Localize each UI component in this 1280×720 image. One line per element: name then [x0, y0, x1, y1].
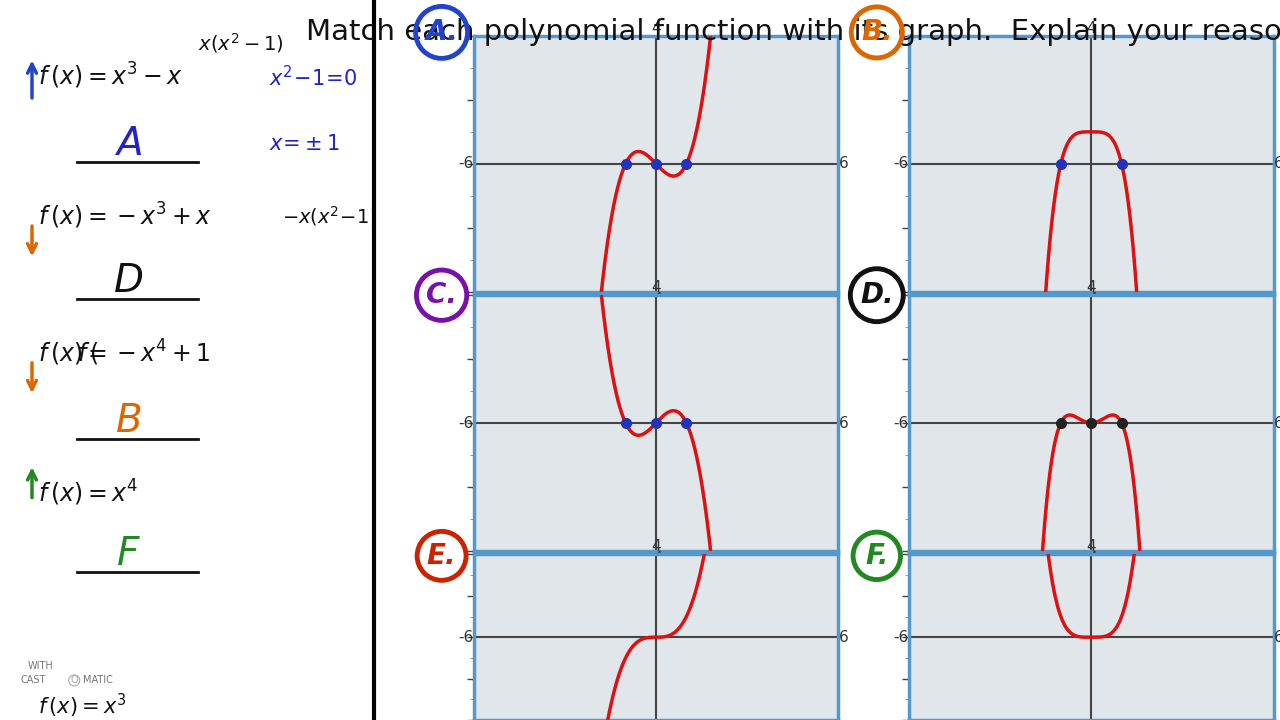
Text: 4: 4	[652, 21, 660, 36]
Text: E.: E.	[426, 542, 457, 570]
Text: -6: -6	[458, 630, 474, 644]
Text: $F$: $F$	[115, 536, 141, 573]
Text: $f\,($: $f\,($	[77, 340, 99, 366]
Text: 4: 4	[652, 539, 660, 554]
Text: MATIC: MATIC	[83, 675, 113, 685]
Text: Match each polynomial function with its graph.  Explain your reasoning: Match each polynomial function with its …	[306, 18, 1280, 46]
Text: $f\,(x) = -x^4 + 1$: $f\,(x) = -x^4 + 1$	[38, 338, 211, 368]
Text: -6: -6	[893, 630, 909, 644]
Text: $f\,(x) = x^3 - x$: $f\,(x) = x^3 - x$	[38, 60, 183, 91]
Text: $B$: $B$	[115, 402, 141, 440]
Text: $f\,(x) = -x^3 + x$: $f\,(x) = -x^3 + x$	[38, 201, 212, 231]
Text: -6: -6	[458, 415, 474, 431]
Text: 6: 6	[838, 156, 849, 171]
Text: 4: 4	[1087, 280, 1096, 295]
Text: $f\,(x) = x^4$: $f\,(x) = x^4$	[38, 478, 138, 508]
Text: $-x(x^2\!-\!1)$: $-x(x^2\!-\!1)$	[282, 204, 376, 228]
Text: $A$: $A$	[114, 125, 142, 163]
Text: $x\!=\!\pm1$: $x\!=\!\pm1$	[269, 134, 339, 154]
Text: WITH: WITH	[28, 661, 54, 671]
Text: -6: -6	[458, 156, 474, 171]
Text: 6: 6	[1274, 630, 1280, 644]
Text: B.: B.	[861, 19, 892, 46]
Text: -6: -6	[893, 156, 909, 171]
Text: -4: -4	[649, 551, 663, 566]
Text: $x^2\!-\!1\!=\!0$: $x^2\!-\!1\!=\!0$	[269, 65, 357, 90]
Text: 4: 4	[652, 280, 660, 295]
Text: -4: -4	[649, 292, 663, 307]
Text: C.: C.	[426, 282, 457, 309]
Text: 6: 6	[1274, 415, 1280, 431]
Text: $f\,(x) = x^3$: $f\,(x) = x^3$	[38, 691, 127, 720]
Text: $x(x^2-1)$: $x(x^2-1)$	[198, 31, 284, 55]
Text: 6: 6	[1274, 156, 1280, 171]
Text: A.: A.	[425, 19, 458, 46]
Text: -4: -4	[1084, 551, 1098, 566]
Text: CAST: CAST	[20, 675, 46, 685]
Text: $D$: $D$	[113, 262, 143, 300]
Text: 6: 6	[838, 630, 849, 644]
Text: O: O	[70, 675, 78, 685]
Text: 6: 6	[838, 415, 849, 431]
Text: -6: -6	[893, 415, 909, 431]
Text: F.: F.	[865, 542, 888, 570]
Text: D.: D.	[860, 282, 893, 309]
Text: 4: 4	[1087, 539, 1096, 554]
Text: 4: 4	[1087, 21, 1096, 36]
Text: -4: -4	[1084, 292, 1098, 307]
